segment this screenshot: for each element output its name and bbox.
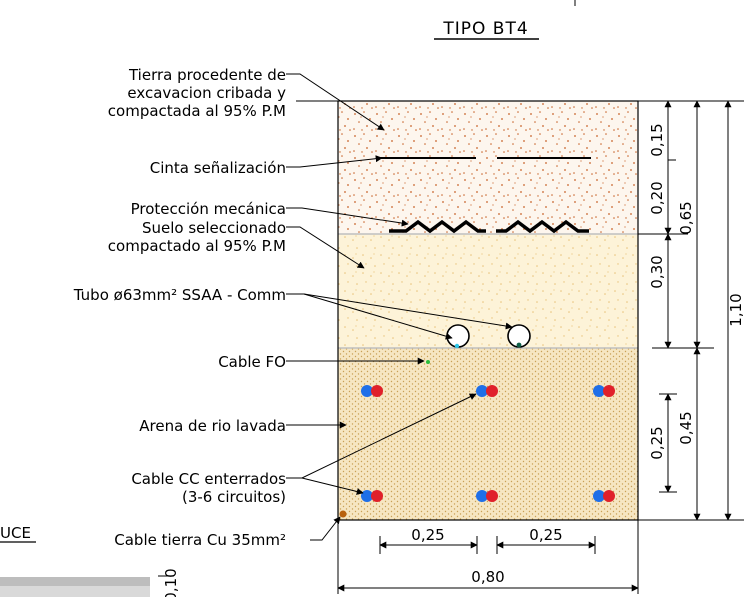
cc-cable-pair [361,385,383,397]
label-arena: Arena de rio lavada [139,417,286,435]
label-tierra-line1: Tierra procedente de [128,66,286,84]
dim-015: 0,15 [648,123,666,156]
cc-cable-pair [593,490,615,502]
trench-outline [337,100,639,521]
tube-inner-cable-dark [516,342,522,348]
dim-065: 0,65 [677,201,695,234]
dim-025-vertical: 0,25 [648,426,666,459]
label-tierra-cu: Cable tierra Cu 35mm² [114,531,286,549]
earth-cable-dot [339,510,347,518]
cc-cable-pair [593,385,615,397]
leader-tierra [286,73,385,131]
cc-cable-pair [476,490,498,502]
partial-left-label: UCE [0,524,31,542]
label-suelo-line1: Suelo seleccionado [142,219,286,237]
label-tierra-line3: compactada al 95% P.M [108,102,286,120]
cc-cable-pair [361,490,383,502]
dim-020: 0,20 [648,181,666,214]
label-tierra-line2: excavacion cribada y [127,84,286,102]
mechanical-protection-right [496,219,589,234]
cc-cable-pair [476,385,498,397]
label-proteccion: Protección mecánica [131,200,286,218]
tube-ssaa-left [446,324,470,348]
mechanical-protection-left [389,219,486,234]
drawing-title: TIPO BT4 [442,19,528,39]
leader-cinta [286,155,383,168]
label-fo: Cable FO [218,353,286,371]
dim-045: 0,45 [677,411,695,444]
dim-080: 0,80 [471,568,504,586]
label-cinta: Cinta señalización [150,159,286,177]
horizontal-dimension-lines [337,520,639,594]
label-cc-line1: Cable CC enterrados [131,470,286,488]
leader-cc-lower [301,477,364,495]
dim-030: 0,30 [648,255,666,288]
layer-washed-sand [338,348,638,520]
dim-025-left: 0,25 [411,526,444,544]
partial-left-strip [0,577,150,586]
partial-dim-label: 0,10 [162,568,180,597]
leader-tierra-cu [310,516,341,541]
tube-inner-cable-cyan [454,343,460,349]
label-cc-line2: (3-6 circuitos) [182,488,286,506]
layer-selected-soil [338,234,638,348]
fiber-optic-cable-dot [426,360,430,364]
label-suelo-line2: compactado al 95% P.M [108,237,286,255]
vertical-dimension-lines [638,100,744,521]
leader-tubo-right [303,293,513,330]
layer-excavated-soil [338,101,638,234]
label-tubo: Tubo ø63mm² SSAA - Comm [73,286,286,304]
leader-suelo [286,226,365,269]
dim-025-right: 0,25 [529,526,562,544]
dim-110: 1,10 [727,293,745,326]
leader-proteccion [286,207,409,227]
